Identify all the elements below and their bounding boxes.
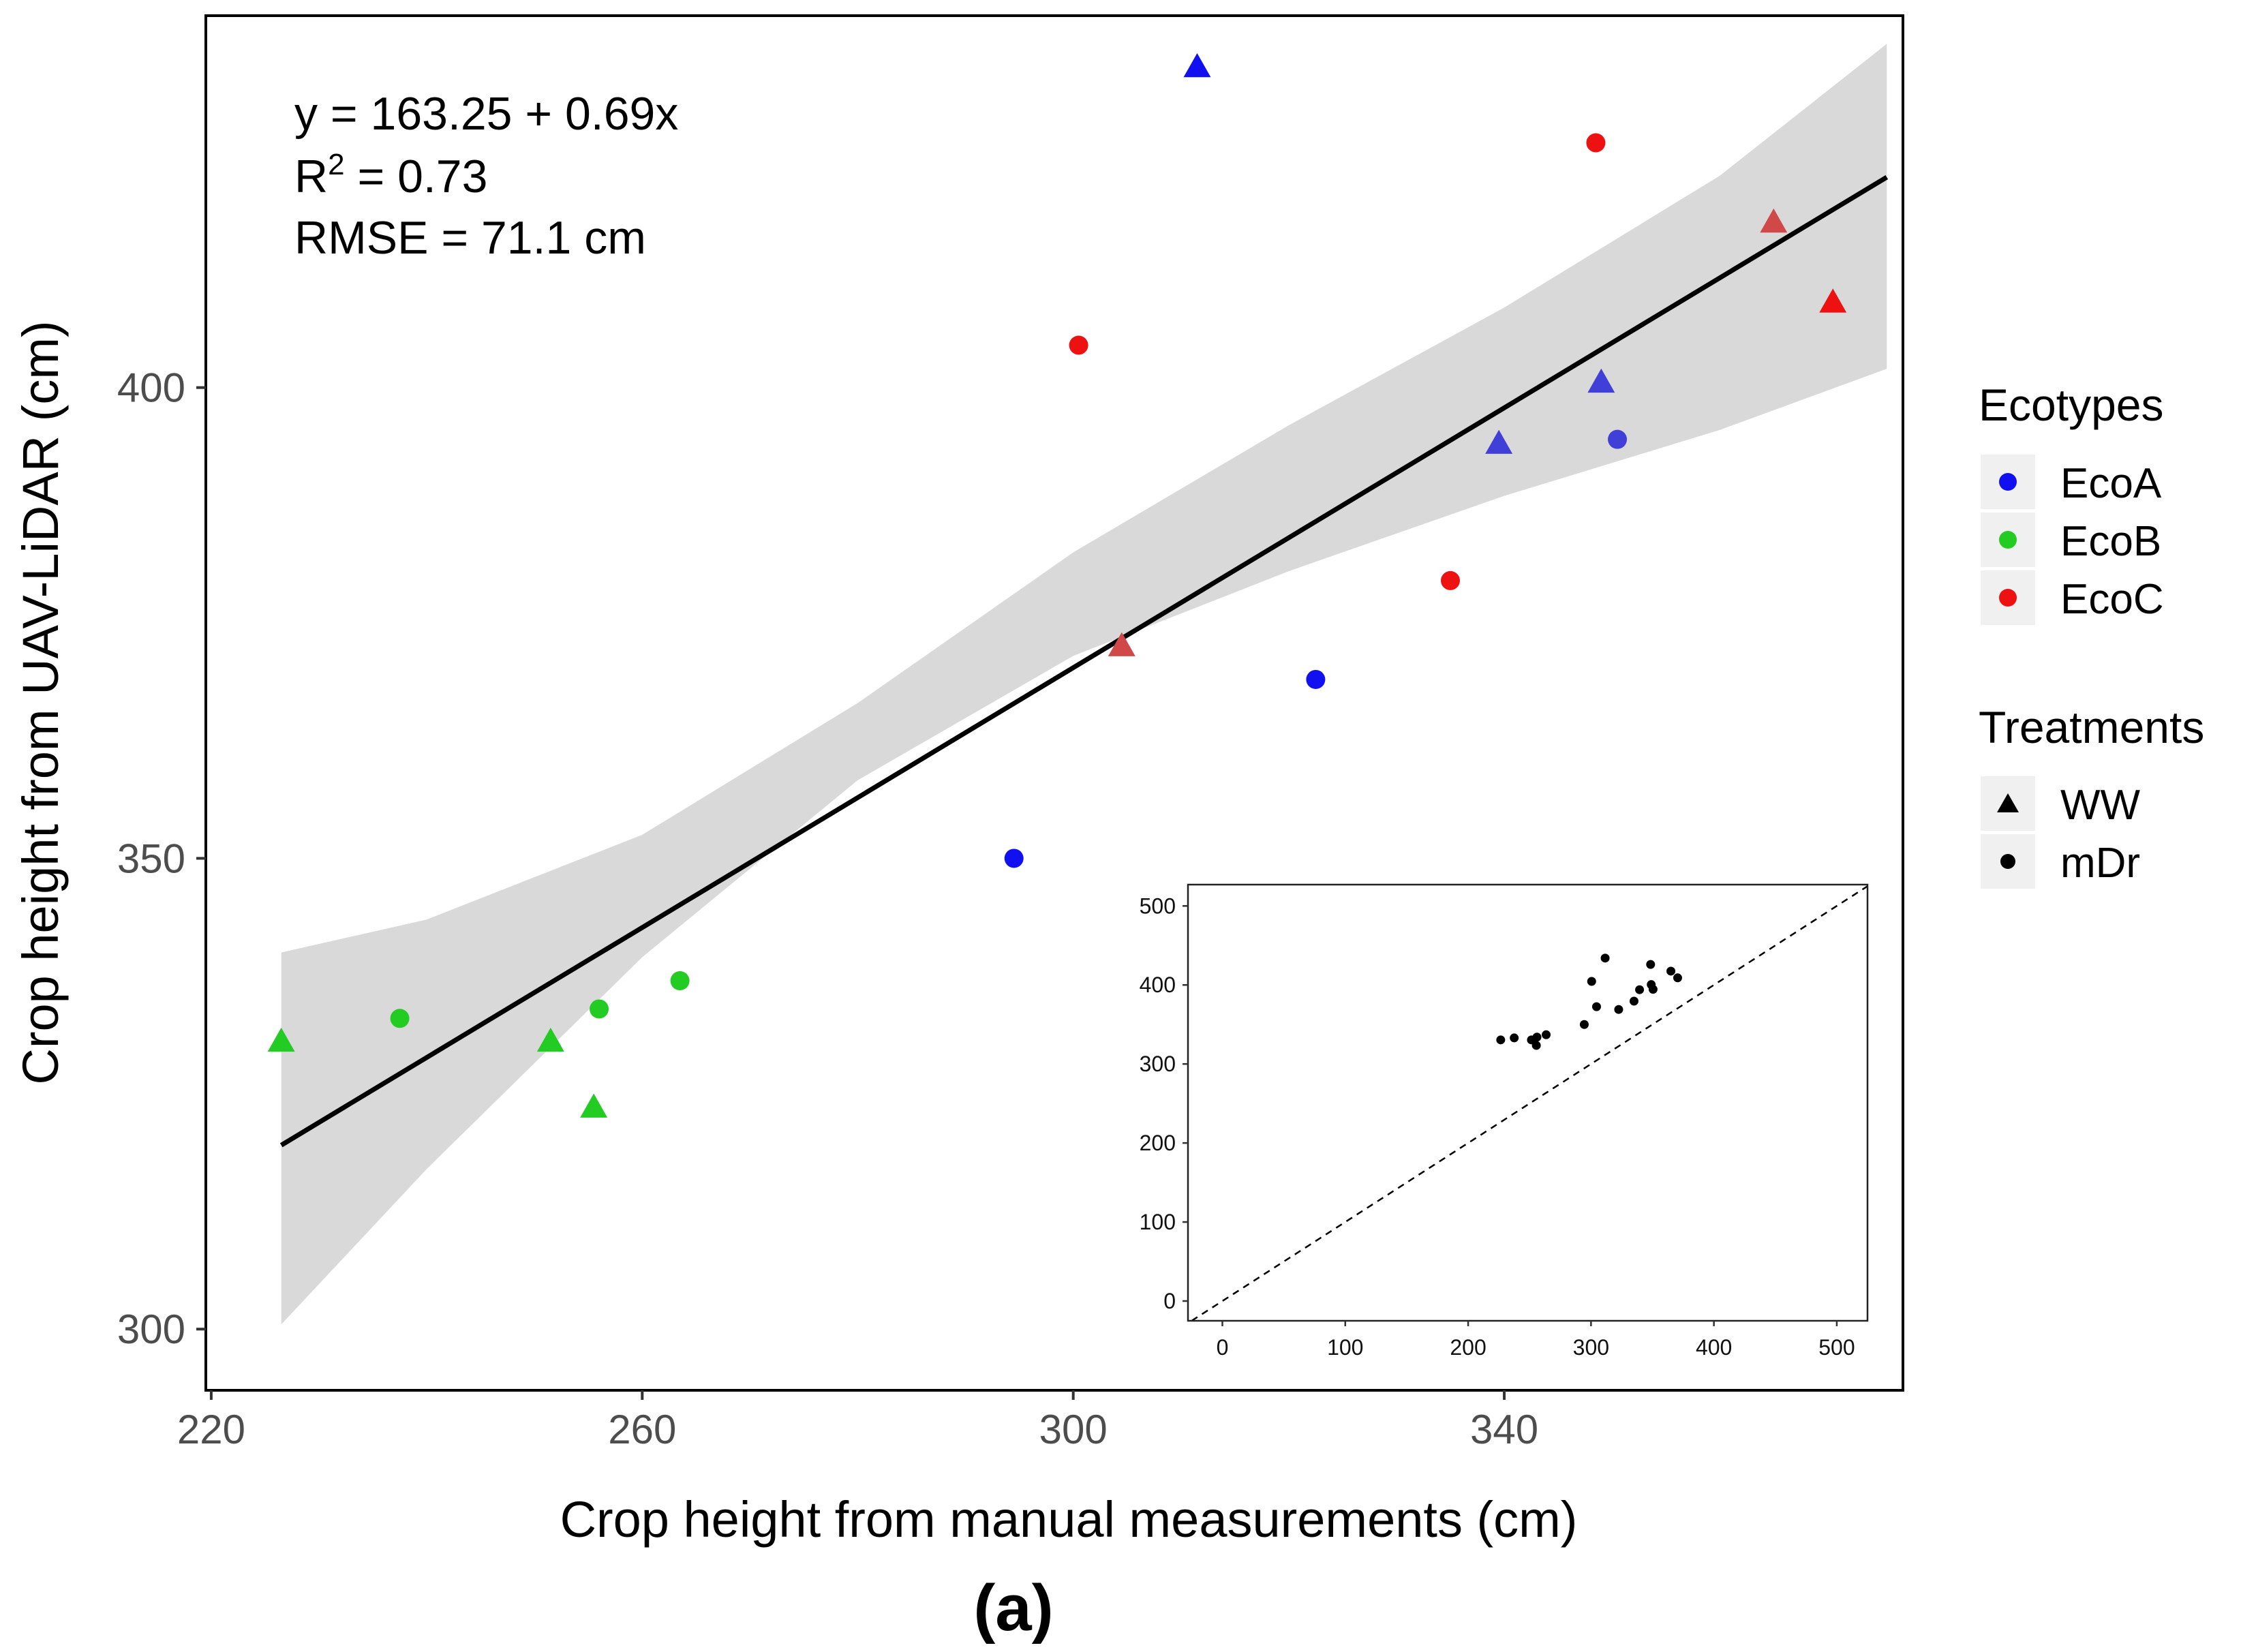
data-point-ecoa-ww-14 (1587, 368, 1615, 393)
inset-point-16 (1666, 966, 1676, 976)
data-point-ecob-ww-3 (580, 1093, 608, 1118)
data-point-ecob-mdr-4 (590, 999, 609, 1019)
legend-ecotypes-title: Ecotypes (1979, 380, 2163, 430)
inset-point-10 (1614, 1005, 1623, 1014)
inset-x-tick-label-300: 300 (1573, 1335, 1609, 1360)
legend-label-mdr: mDr (2060, 840, 2140, 887)
legend-key-circle (2000, 854, 2015, 869)
x-tick-label-260: 260 (608, 1407, 676, 1452)
data-point-ecoc-mdr-11 (1441, 570, 1460, 590)
legend-key-ecob (1999, 531, 2017, 549)
data-point-ecoa-mdr-10 (1306, 669, 1326, 689)
main-plot-frame (204, 14, 1904, 1392)
legend-item-ecoa: EcoA (1981, 455, 2162, 509)
inset-frame (1187, 883, 1869, 1322)
inset-x-axis: 0 100 200 300 400 500 (1217, 1321, 1855, 1360)
equation-text: y = 163.25 + 0.69x (294, 88, 678, 140)
inset-point-0 (1496, 1035, 1506, 1045)
legend-treatments-title: Treatments (1979, 702, 2204, 752)
main-points (267, 52, 1847, 1118)
x-axis: 220 260 300 340 (177, 1390, 1538, 1452)
x-axis-label: Crop height from manual measurements (cm… (560, 1491, 1578, 1548)
inset-x-tick-label-100: 100 (1327, 1335, 1363, 1360)
inset-y-tick-label-0: 0 (1163, 1289, 1176, 1313)
inset-points (1496, 953, 1682, 1050)
data-point-ecob-ww-2 (536, 1027, 564, 1052)
inset-y-tick-label-400: 400 (1140, 973, 1176, 997)
inset-point-17 (1673, 973, 1682, 983)
figure-label: (a) (973, 1572, 1053, 1645)
data-point-ecob-ww-0 (267, 1027, 295, 1052)
legend-key-ecoa (1999, 473, 2017, 491)
inset-point-11 (1629, 996, 1638, 1006)
legend-label-ecob: EcoB (2060, 518, 2161, 565)
data-point-ecoc-ww-17 (1819, 288, 1847, 313)
data-point-ecoa-ww-9 (1183, 52, 1211, 78)
legend-key-ecoc (1999, 589, 2017, 607)
data-point-ecob-mdr-1 (390, 1009, 410, 1028)
legend-key-triangle (1997, 793, 2019, 812)
inset-x-tick-label-200: 200 (1450, 1335, 1486, 1360)
inset-plot: 0 100 200 300 400 500 0 100 200 300 400 500 (1140, 883, 1869, 1360)
confidence-band (281, 44, 1887, 1325)
legend-item-mdr: mDr (1981, 834, 2140, 889)
x-tick-label-340: 340 (1470, 1407, 1538, 1452)
rmse-text: RMSE = 71.1 cm (294, 212, 646, 264)
y-axis-label: Crop height from UAV-LiDAR (cm) (12, 320, 69, 1084)
data-point-ecoc-mdr-7 (1069, 335, 1088, 355)
legend-label-ecoa: EcoA (2060, 460, 2162, 507)
inset-x-tick-label-0: 0 (1217, 1335, 1229, 1360)
inset-point-7 (1587, 977, 1596, 986)
y-tick-label-300: 300 (117, 1306, 185, 1352)
inset-point-15 (1648, 985, 1658, 994)
inset-point-9 (1600, 953, 1610, 963)
inset-point-8 (1591, 1002, 1601, 1011)
data-point-ecoc-ww-8 (1108, 632, 1135, 656)
data-point-ecoc-mdr-13 (1586, 133, 1606, 153)
data-point-ecoa-ww-12 (1485, 429, 1513, 454)
inset-point-4 (1532, 1032, 1542, 1042)
legend-item-ecoc: EcoC (1981, 570, 2164, 625)
data-point-ecob-mdr-5 (670, 971, 690, 991)
main-plot: 220 260 300 340 300 350 400 y = 163.25 + 0.69… (12, 14, 1904, 1548)
legend-label-ecoc: EcoC (2060, 576, 2164, 623)
r-squared-text: R2 = 0.73 (294, 148, 487, 202)
x-tick-label-220: 220 (177, 1407, 245, 1452)
inset-point-6 (1579, 1020, 1589, 1029)
legend-item-ecob: EcoB (1981, 513, 2161, 567)
legend-label-ww: WW (2060, 782, 2141, 829)
inset-y-tick-label-200: 200 (1140, 1131, 1176, 1155)
inset-point-13 (1646, 960, 1656, 969)
y-axis: 300 350 400 (117, 365, 206, 1352)
inset-x-tick-label-500: 500 (1818, 1335, 1855, 1360)
data-point-ecoa-mdr-6 (1004, 848, 1024, 868)
regression-line (279, 175, 1889, 1148)
data-point-ecoa-mdr-15 (1608, 429, 1628, 449)
legend: Ecotypes EcoA EcoB EcoC Treatments WW mD… (1979, 380, 2204, 889)
inset-y-tick-label-300: 300 (1140, 1052, 1176, 1076)
inset-point-12 (1635, 985, 1645, 994)
inset-point-5 (1542, 1030, 1551, 1039)
inset-y-tick-label-100: 100 (1140, 1210, 1176, 1234)
data-point-ecoc-ww-16 (1760, 208, 1788, 233)
inset-point-3 (1531, 1041, 1541, 1050)
y-tick-label-350: 350 (117, 836, 185, 881)
legend-item-ww: WW (1981, 776, 2141, 831)
inset-point-1 (1510, 1033, 1519, 1043)
x-tick-label-300: 300 (1039, 1407, 1108, 1452)
inset-x-tick-label-400: 400 (1696, 1335, 1732, 1360)
inset-y-tick-label-500: 500 (1140, 893, 1176, 918)
y-tick-label-400: 400 (117, 365, 185, 411)
inset-y-axis: 0 100 200 300 400 500 (1140, 893, 1188, 1313)
